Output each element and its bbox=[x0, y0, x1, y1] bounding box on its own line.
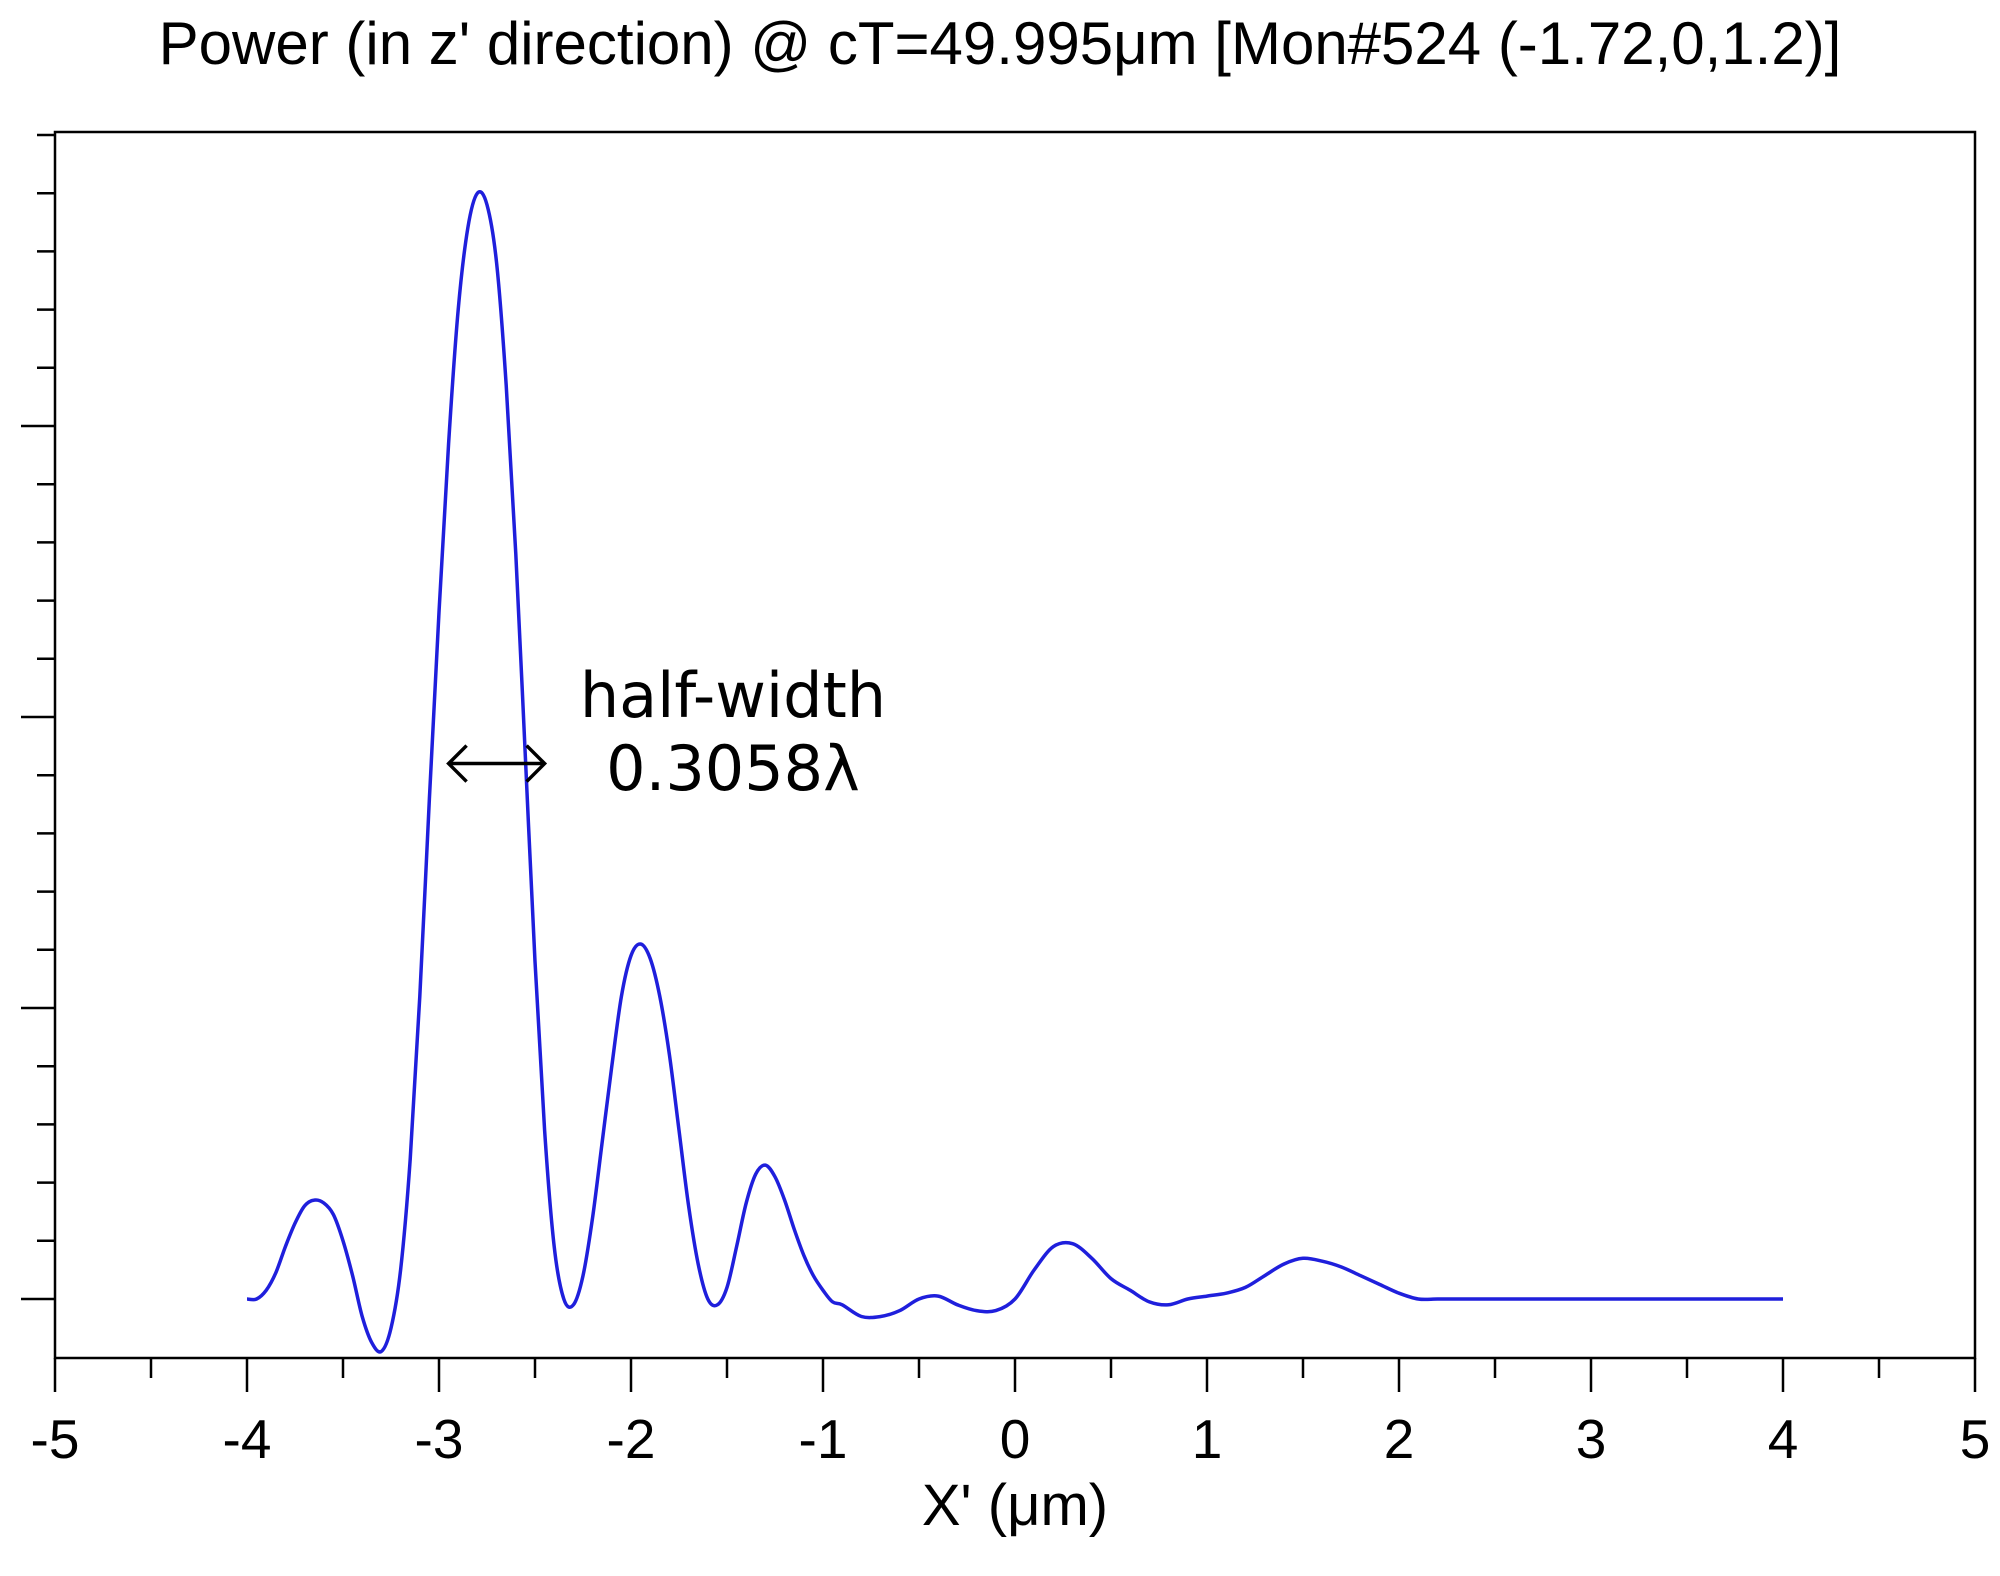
annotation-label-line2: 0.3058λ bbox=[606, 732, 860, 805]
arrowhead-left bbox=[446, 744, 468, 783]
x-tick-label: -3 bbox=[415, 1408, 464, 1470]
x-tick-label: -4 bbox=[223, 1408, 272, 1470]
x-axis-ticks: -5 -4 -3 -2 -1 0 1 2 3 4 5 bbox=[31, 1358, 1991, 1470]
x-tick-label: 5 bbox=[1960, 1408, 1991, 1470]
x-tick-label: -5 bbox=[31, 1408, 80, 1470]
x-tick-label: -2 bbox=[607, 1408, 656, 1470]
x-tick-label: 3 bbox=[1576, 1408, 1607, 1470]
x-tick-label: 0 bbox=[1000, 1408, 1031, 1470]
x-tick-label: 1 bbox=[1192, 1408, 1223, 1470]
x-tick-label: 2 bbox=[1384, 1408, 1415, 1470]
half-width-annotation: half-width 0.3058λ bbox=[446, 659, 886, 805]
x-tick-label: 4 bbox=[1768, 1408, 1799, 1470]
x-tick-label: -1 bbox=[799, 1408, 848, 1470]
annotation-label-line1: half-width bbox=[580, 659, 886, 732]
chart-title: Power (in z' direction) @ cT=49.995μm [M… bbox=[159, 10, 1842, 77]
series-line-power bbox=[246, 190, 1783, 1354]
arrowhead-right bbox=[525, 744, 548, 783]
y-axis-ticks bbox=[21, 133, 55, 1301]
x-axis-label: X' (μm) bbox=[922, 1473, 1108, 1538]
plot-frame bbox=[53, 130, 1977, 1360]
